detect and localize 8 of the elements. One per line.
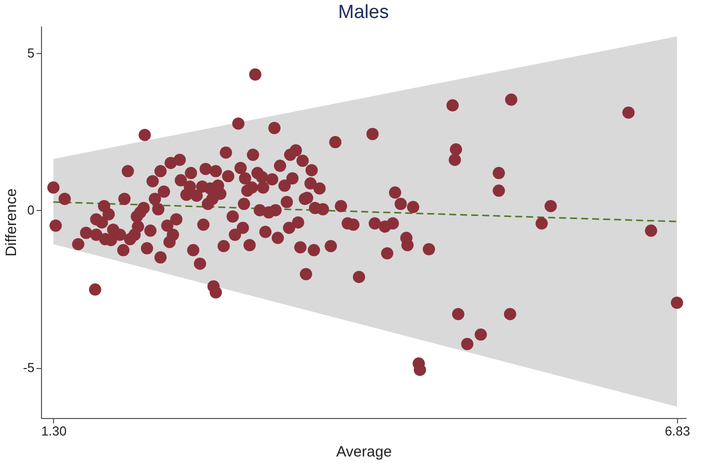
y-axis-title: Difference: [2, 188, 20, 257]
y-tick-label: 5: [27, 45, 34, 60]
x-tick-label: 1.30: [41, 424, 67, 438]
x-axis-title: Average: [336, 444, 392, 460]
y-tick-label: -5: [22, 360, 34, 376]
chart-title: Males: [338, 2, 389, 23]
y-tick-label: 0: [27, 202, 34, 218]
x-tick-label: 6.83: [664, 424, 690, 438]
